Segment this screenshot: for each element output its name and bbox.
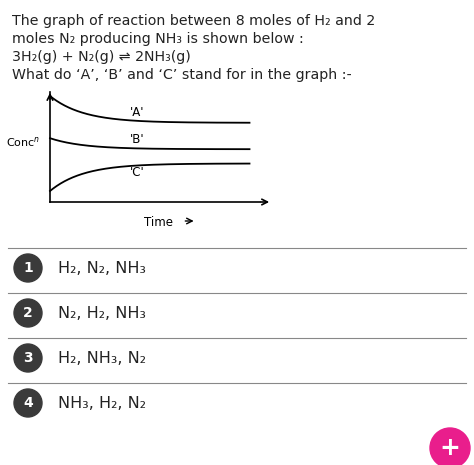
Text: The graph of reaction between 8 moles of H₂ and 2: The graph of reaction between 8 moles of…	[12, 14, 375, 28]
Text: 2: 2	[23, 306, 33, 320]
Circle shape	[430, 428, 470, 465]
Text: 'B': 'B'	[130, 133, 145, 146]
Circle shape	[14, 344, 42, 372]
Text: What do ‘A’, ‘B’ and ‘C’ stand for in the graph :-: What do ‘A’, ‘B’ and ‘C’ stand for in th…	[12, 68, 352, 82]
Text: Conc$^n$: Conc$^n$	[6, 134, 40, 148]
Text: H₂, NH₃, N₂: H₂, NH₃, N₂	[58, 351, 146, 365]
Text: 3: 3	[23, 351, 33, 365]
Text: 1: 1	[23, 261, 33, 275]
Text: 'A': 'A'	[130, 106, 144, 119]
Circle shape	[14, 299, 42, 327]
Text: N₂, H₂, NH₃: N₂, H₂, NH₃	[58, 306, 146, 320]
Text: 3H₂(g) + N₂(g) ⇌ 2NH₃(g): 3H₂(g) + N₂(g) ⇌ 2NH₃(g)	[12, 50, 191, 64]
Text: H₂, N₂, NH₃: H₂, N₂, NH₃	[58, 260, 146, 275]
Text: Time: Time	[145, 216, 173, 229]
Text: 'C': 'C'	[130, 166, 145, 179]
Circle shape	[14, 389, 42, 417]
Text: moles N₂ producing NH₃ is shown below :: moles N₂ producing NH₃ is shown below :	[12, 32, 304, 46]
Text: NH₃, H₂, N₂: NH₃, H₂, N₂	[58, 396, 146, 411]
Circle shape	[14, 254, 42, 282]
Text: +: +	[439, 436, 460, 460]
Text: 4: 4	[23, 396, 33, 410]
